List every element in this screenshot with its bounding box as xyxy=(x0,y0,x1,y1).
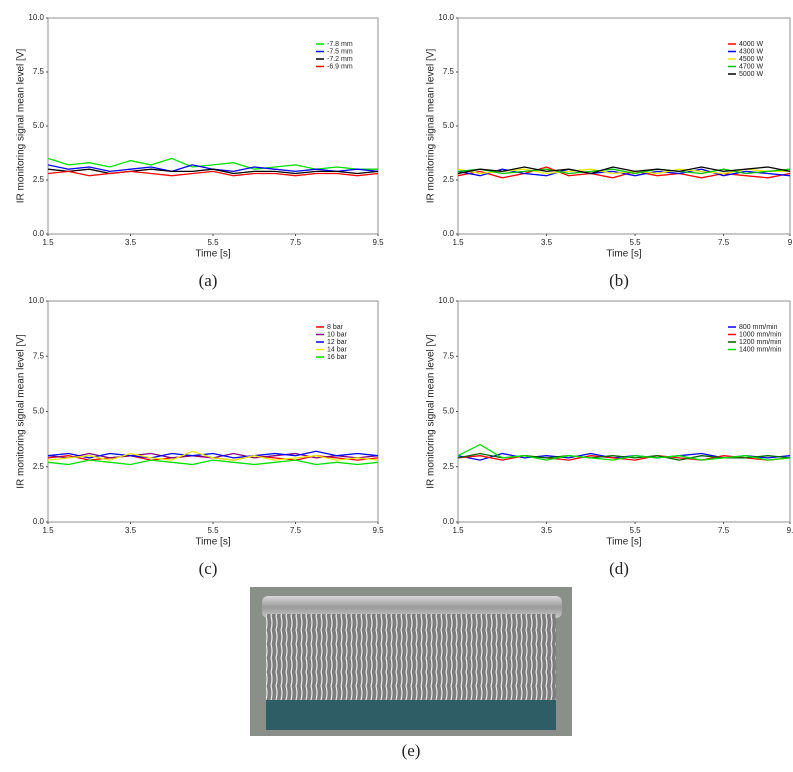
plot-frame xyxy=(457,17,791,235)
legend-label: -6.9 mm xyxy=(327,63,353,70)
x-tick-label: 5.5 xyxy=(207,238,219,247)
x-tick-label: 7.5 xyxy=(718,238,730,247)
legend-label: 16 bar xyxy=(327,354,348,361)
series-line xyxy=(457,166,791,179)
y-axis-label: IR monitoring signal mean level [V] xyxy=(426,49,437,204)
series-line xyxy=(457,168,791,177)
legend-label: 1200 mm/min xyxy=(739,339,782,346)
series-line xyxy=(457,443,791,461)
y-tick-label: 2.5 xyxy=(443,175,455,184)
series-line xyxy=(47,168,379,175)
x-tick-label: 9.5 xyxy=(372,526,384,535)
y-tick-label: 2.5 xyxy=(443,462,455,471)
y-tick-label: 0.0 xyxy=(443,229,455,238)
x-tick-label: 3.5 xyxy=(125,238,137,247)
legend-label: 4700 W xyxy=(739,63,764,70)
y-tick-label: 7.5 xyxy=(443,351,455,360)
y-tick-label: 5.0 xyxy=(443,407,455,416)
y-tick-label: 5.0 xyxy=(33,407,45,416)
y-tick-label: 7.5 xyxy=(33,67,45,76)
series-line xyxy=(457,168,791,175)
x-tick-label: 9 xyxy=(788,238,793,247)
x-tick-label: 5.5 xyxy=(630,526,642,535)
plot-frame xyxy=(47,300,379,523)
plot-frame xyxy=(457,300,791,523)
legend-label: 4300 W xyxy=(739,48,764,55)
x-tick-label: 7.5 xyxy=(290,238,302,247)
panel-label: (e) xyxy=(402,741,421,760)
x-tick-label: 5.5 xyxy=(630,238,642,247)
x-tick-label: 9. xyxy=(787,526,793,535)
y-tick-label: 7.5 xyxy=(443,67,455,76)
x-axis-label: Time [s] xyxy=(606,537,641,548)
legend-label: -7.5 mm xyxy=(327,48,353,55)
x-axis-label: Time [s] xyxy=(195,537,230,548)
photo-cut-surface xyxy=(266,614,556,704)
x-tick-label: 1.5 xyxy=(452,238,464,247)
x-tick-label: 1.5 xyxy=(42,526,54,535)
x-axis-label: Time [s] xyxy=(606,249,641,260)
y-axis-label: IR monitoring signal mean level [V] xyxy=(16,334,27,489)
y-tick-label: 7.5 xyxy=(33,351,45,360)
photo-top-edge xyxy=(262,596,562,618)
y-tick-label: 10.0 xyxy=(438,13,454,22)
plot-frame xyxy=(47,17,379,235)
series-line xyxy=(47,450,379,459)
legend-label: 14 bar xyxy=(327,346,348,353)
y-axis-label: IR monitoring signal mean level [V] xyxy=(426,334,437,489)
y-tick-label: 5.0 xyxy=(443,121,455,130)
legend-label: 1400 mm/min xyxy=(739,346,782,353)
legend-label: -7.2 mm xyxy=(327,56,353,63)
series-line xyxy=(457,166,791,175)
y-tick-label: 0.0 xyxy=(443,517,455,526)
photo xyxy=(250,587,572,736)
legend-label: 4500 W xyxy=(739,56,764,63)
x-tick-label: 7.5 xyxy=(290,526,302,535)
x-tick-label: 3.5 xyxy=(125,526,137,535)
panel-label: (c) xyxy=(199,559,218,578)
y-axis-label: IR monitoring signal mean level [V] xyxy=(16,49,27,204)
series-line xyxy=(47,459,379,466)
y-tick-label: 2.5 xyxy=(33,462,45,471)
legend-label: 10 bar xyxy=(327,331,348,338)
panel-label: (d) xyxy=(609,559,629,578)
series-line xyxy=(47,157,378,170)
x-tick-label: 9.5 xyxy=(372,238,384,247)
x-tick-label: 3.5 xyxy=(541,238,553,247)
series-line xyxy=(47,450,379,461)
x-tick-label: 1.5 xyxy=(42,238,54,247)
legend-label: 8 bar xyxy=(327,324,344,331)
y-tick-label: 10.0 xyxy=(28,296,44,305)
legend-label: 800 mm/min xyxy=(739,324,778,331)
x-tick-label: 3.5 xyxy=(541,526,553,535)
legend-label: 5000 W xyxy=(739,71,764,78)
legend-label: 12 bar xyxy=(327,339,348,346)
legend-label: -7.8 mm xyxy=(327,41,353,48)
x-tick-label: 7.5 xyxy=(718,526,730,535)
series-line xyxy=(47,170,379,177)
y-tick-label: 10.0 xyxy=(438,296,454,305)
y-tick-label: 2.5 xyxy=(33,175,45,184)
x-tick-label: 5.5 xyxy=(207,526,219,535)
photo-base xyxy=(266,700,556,730)
x-tick-label: 1.5 xyxy=(452,526,464,535)
panel-label: (b) xyxy=(609,271,629,290)
y-tick-label: 0.0 xyxy=(33,517,45,526)
x-axis-label: Time [s] xyxy=(195,249,230,260)
y-tick-label: 0.0 xyxy=(33,229,45,238)
y-tick-label: 5.0 xyxy=(33,121,45,130)
legend-label: 1000 mm/min xyxy=(739,331,782,338)
y-tick-label: 10.0 xyxy=(28,13,44,22)
legend-label: 4000 W xyxy=(739,41,764,48)
panel-label: (a) xyxy=(199,271,218,290)
